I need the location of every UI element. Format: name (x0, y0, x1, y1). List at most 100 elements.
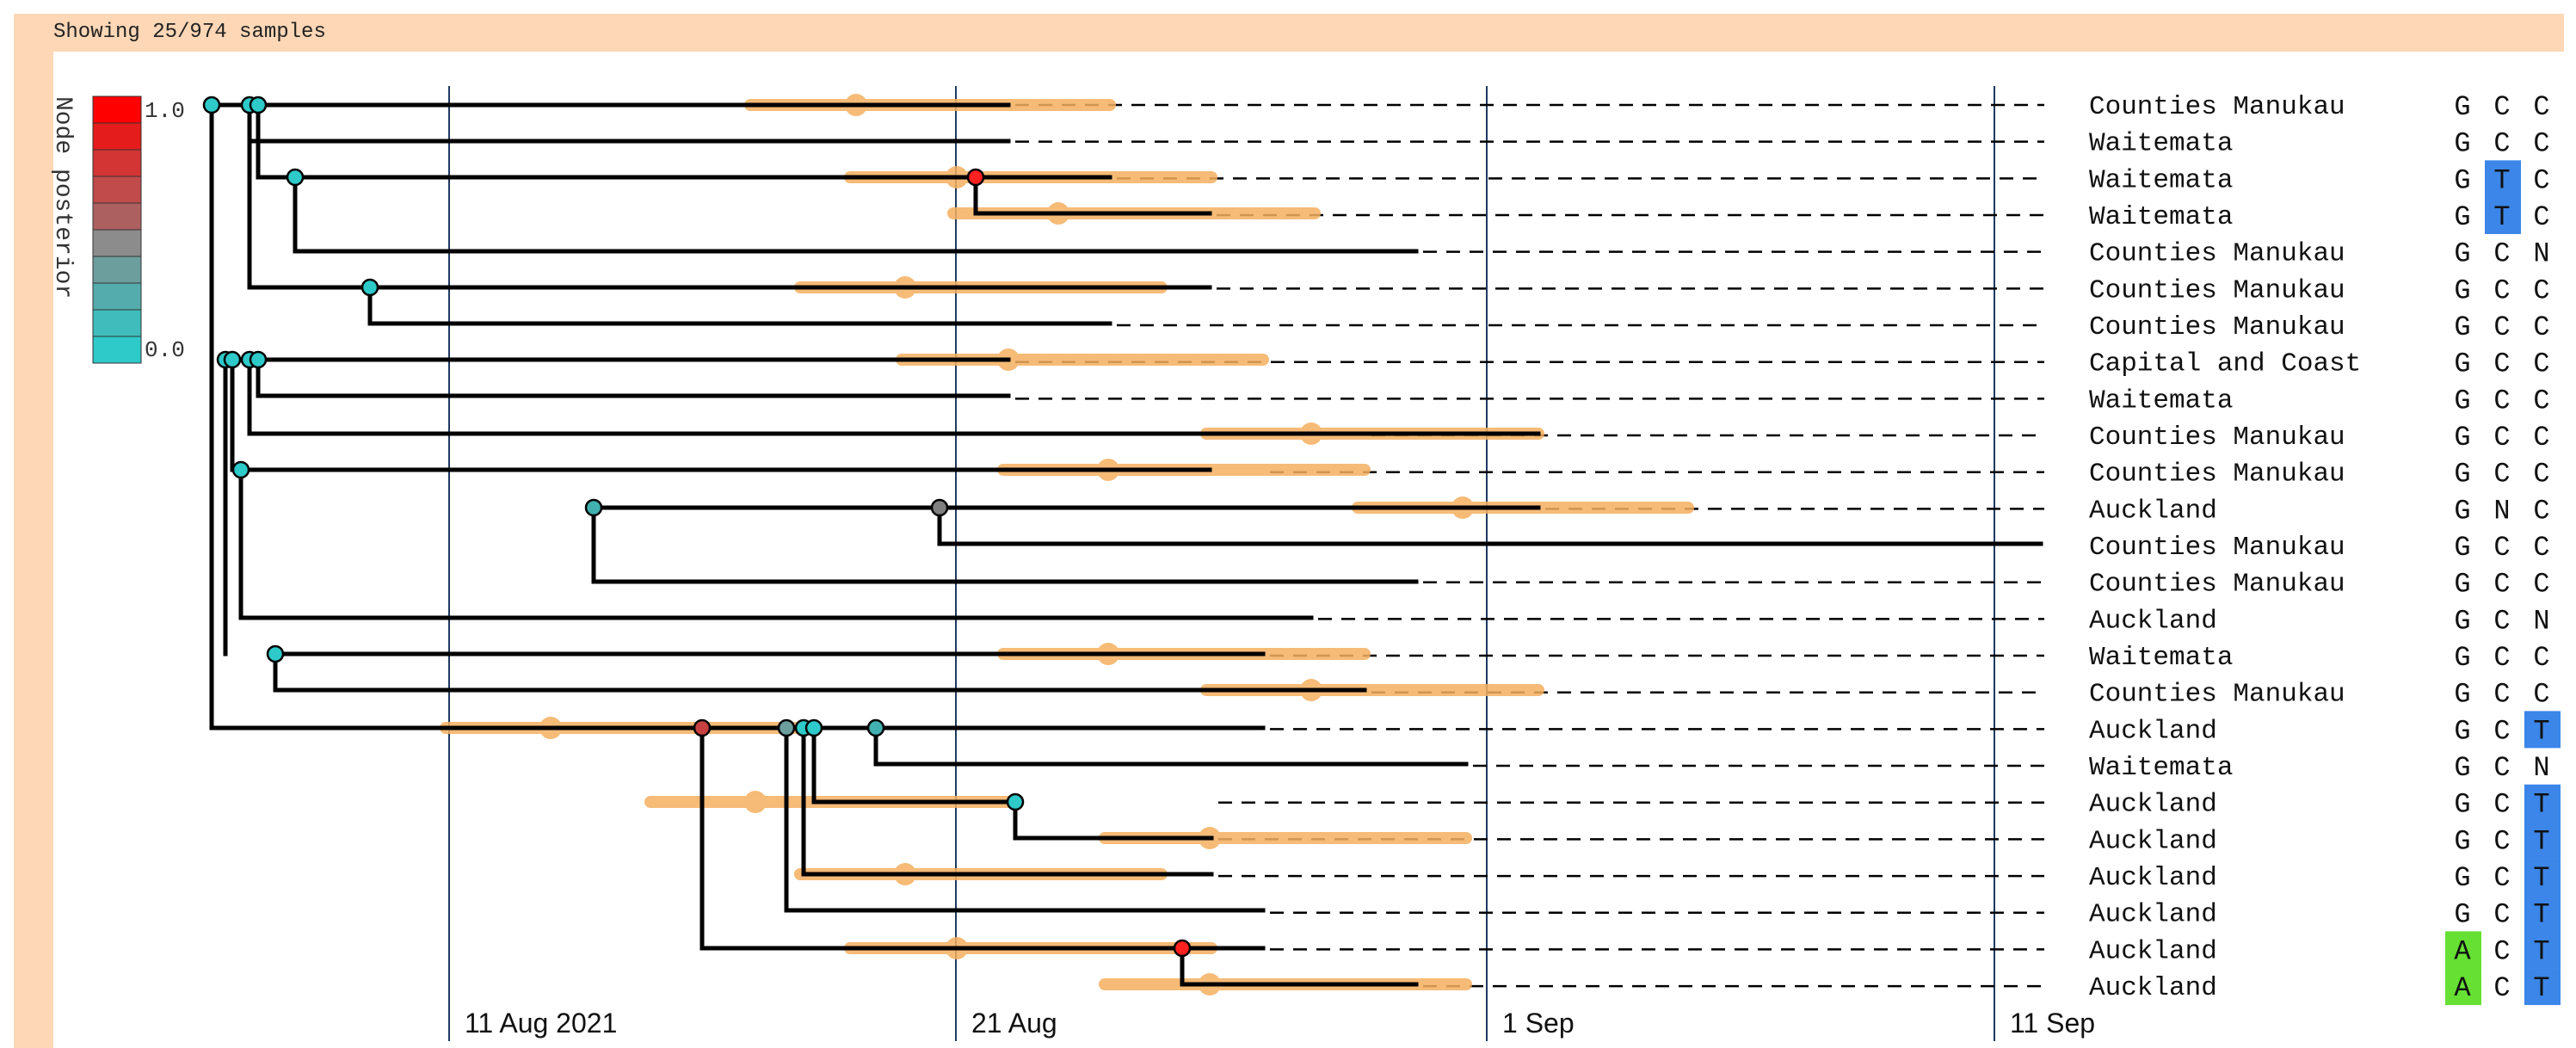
base-highlight (2445, 931, 2481, 969)
base-cell: C (2533, 495, 2549, 527)
tree-node[interactable] (1173, 939, 1192, 958)
tree-node[interactable] (966, 168, 985, 187)
base-cell: C (2493, 91, 2510, 123)
legend-swatch (92, 309, 142, 337)
base-cell: G (2454, 605, 2470, 637)
base-cell: C (2493, 311, 2510, 343)
tree-node[interactable] (777, 718, 796, 737)
legend-swatches (92, 96, 142, 364)
status-text: Showing 25/974 samples (53, 21, 326, 44)
base-highlight (2524, 894, 2561, 932)
tip-label: Counties Manukau (2089, 533, 2345, 563)
legend-swatch (92, 282, 142, 311)
base-cell: G (2454, 825, 2470, 857)
legend-swatch (92, 202, 142, 231)
tip-label: Counties Manukau (2089, 92, 2345, 122)
tip-labels: Counties Manukau Waitemata Waitemata Waitem… (2089, 92, 2361, 1003)
base-cell: C (2533, 348, 2549, 380)
base-highlight (2524, 968, 2561, 1006)
sequence-alignment: G C CG C CG T CG T CG C NG C CG C CG C CG C CG C CG C CG N CG C CG… (2445, 91, 2561, 1006)
posterior-legend: Node posterior 1.0 0.0 (49, 96, 185, 364)
tree-node[interactable] (231, 460, 250, 479)
base-cell: C (2533, 311, 2549, 343)
tree-node[interactable] (286, 168, 305, 187)
tree-node[interactable] (804, 718, 823, 737)
tip-label: Counties Manukau (2089, 422, 2345, 453)
tree-node[interactable] (693, 718, 712, 737)
tip-label: Counties Manukau (2089, 312, 2345, 342)
phylogenetic-tree (209, 102, 2043, 987)
frame-top-bar (14, 14, 2564, 52)
base-cell: G (2454, 789, 2470, 821)
tree-node[interactable] (1006, 792, 1025, 811)
tip-label: Waitemata (2089, 643, 2233, 673)
base-cell: C (2493, 899, 2510, 931)
base-cell: C (2493, 238, 2510, 270)
base-cell: C (2533, 128, 2549, 160)
base-highlight (2445, 968, 2481, 1006)
frame-left-bar (14, 14, 53, 1048)
base-cell: C (2533, 642, 2549, 674)
base-cell: C (2533, 532, 2549, 564)
tree-node[interactable] (249, 96, 268, 114)
legend-swatch (92, 176, 142, 204)
base-cell: T (2493, 164, 2510, 196)
base-cell: G (2454, 569, 2470, 601)
tip-label: Counties Manukau (2089, 459, 2345, 490)
tip-label: Auckland (2089, 716, 2217, 746)
tree-node[interactable] (866, 718, 885, 737)
axis-label-11-aug: 11 Aug 2021 (465, 1008, 617, 1039)
base-cell: G (2454, 642, 2470, 674)
base-cell: C (2533, 274, 2549, 306)
tree-node[interactable] (584, 498, 603, 517)
tree-node[interactable] (249, 350, 268, 369)
base-highlight (2524, 784, 2561, 822)
tip-label: Auckland (2089, 790, 2217, 820)
base-cell: C (2493, 605, 2510, 637)
tree-node[interactable] (361, 278, 379, 297)
tip-label: Waitemata (2089, 202, 2233, 232)
legend-min-label: 0.0 (145, 337, 185, 363)
base-cell: A (2454, 935, 2471, 967)
legend-swatch (92, 149, 142, 177)
base-cell: C (2493, 862, 2510, 894)
base-highlight (2485, 197, 2521, 235)
tip-label: Auckland (2089, 826, 2217, 856)
tip-label: Counties Manukau (2089, 275, 2345, 305)
base-cell: T (2493, 201, 2510, 233)
base-cell: G (2454, 385, 2470, 416)
tree-horizontal-branches (209, 102, 2043, 987)
tip-label: Auckland (2089, 496, 2217, 526)
base-cell: C (2493, 569, 2510, 601)
tip-label: Waitemata (2089, 165, 2233, 195)
base-cell: G (2454, 422, 2470, 453)
tree-node[interactable] (266, 644, 285, 663)
hpd-median (744, 791, 767, 813)
axis-label-1-sep: 1 Sep (1502, 1008, 1575, 1039)
base-cell: N (2533, 238, 2549, 270)
base-cell: C (2533, 459, 2549, 490)
tree-node[interactable] (930, 498, 949, 517)
legend-swatch (92, 122, 142, 151)
base-cell: C (2533, 91, 2549, 123)
base-cell: G (2454, 348, 2470, 380)
internal-nodes (202, 96, 1192, 958)
time-axis-labels: 11 Aug 2021 21 Aug 1 Sep 11 Sep (465, 1008, 2095, 1039)
base-cell: C (2493, 935, 2510, 967)
base-cell: T (2533, 789, 2549, 821)
tip-label: Auckland (2089, 973, 2217, 1003)
base-cell: G (2454, 899, 2470, 931)
base-cell: T (2533, 715, 2549, 747)
tree-node[interactable] (202, 96, 221, 114)
legend-swatch (92, 336, 142, 364)
base-cell: C (2493, 789, 2510, 821)
base-highlight (2524, 711, 2561, 749)
tip-label: Counties Manukau (2089, 570, 2345, 600)
tip-label: Counties Manukau (2089, 680, 2345, 710)
legend-swatch (92, 96, 142, 124)
base-highlight (2524, 858, 2561, 896)
base-cell: G (2454, 862, 2470, 894)
tree-node[interactable] (223, 350, 242, 369)
axis-label-21-aug: 21 Aug (971, 1008, 1057, 1039)
